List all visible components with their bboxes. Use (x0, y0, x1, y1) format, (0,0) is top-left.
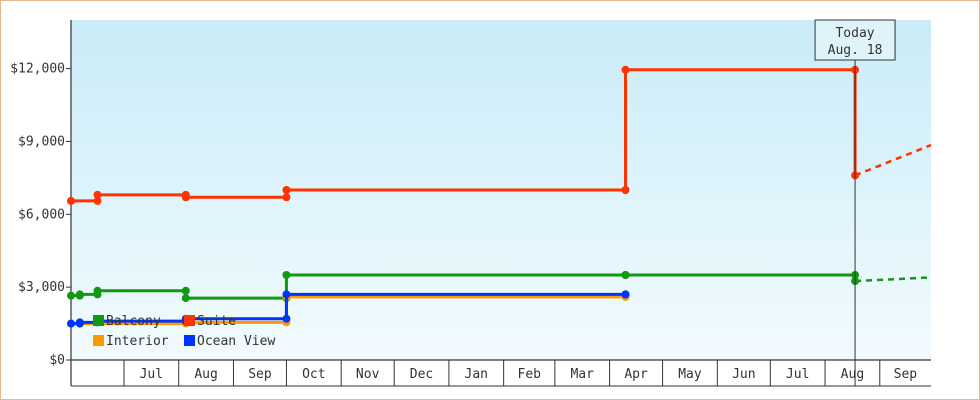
data-point[interactable] (282, 290, 291, 299)
today-label: Today (835, 26, 874, 41)
data-point[interactable] (621, 271, 630, 279)
data-point[interactable] (282, 314, 291, 323)
data-point[interactable] (93, 190, 102, 199)
data-point[interactable] (621, 186, 630, 194)
series-projection (854, 143, 932, 177)
legend-item-balcony: Balcony (93, 314, 161, 329)
data-point[interactable] (282, 271, 291, 279)
data-point[interactable] (93, 196, 102, 205)
x-tick-label: Jul (786, 367, 809, 382)
x-tick-label: Mar (570, 367, 594, 382)
series-layer (67, 65, 932, 328)
x-tick-label: Aug (194, 367, 217, 382)
data-point[interactable] (181, 193, 190, 202)
today-box (814, 19, 896, 61)
data-point[interactable] (67, 291, 75, 300)
series-projection (855, 276, 932, 283)
legend-label: Interior (106, 334, 169, 349)
y-tick-label: $3,000 (18, 280, 65, 295)
x-tick-label: May (678, 367, 702, 382)
data-point[interactable] (621, 290, 630, 299)
data-point[interactable] (282, 186, 291, 194)
x-tick-label: Jan (465, 367, 488, 382)
series-line (71, 295, 626, 326)
y-tick-label: $0 (49, 353, 65, 368)
x-tick-label: Sep (894, 367, 918, 382)
series-suite (67, 65, 932, 205)
x-tick-label: Jul (140, 367, 163, 382)
data-point[interactable] (67, 319, 75, 328)
legend-label: Ocean View (197, 334, 275, 349)
x-tick-label: Aug (841, 367, 864, 382)
legend-swatch (93, 315, 104, 326)
x-tick-label: Apr (624, 367, 648, 382)
legend: Balcony Suite Interior Ocean View (93, 314, 275, 349)
data-point[interactable] (75, 318, 84, 327)
data-point[interactable] (181, 286, 190, 295)
x-tick-label: Sep (248, 367, 272, 382)
data-point[interactable] (93, 286, 102, 295)
x-tick-label: Dec (410, 367, 433, 382)
legend-label: Balcony (106, 314, 161, 329)
y-tick-label: $9,000 (18, 134, 65, 149)
legend-label: Suite (197, 314, 236, 329)
today-marker: Today Aug. 18 (814, 19, 896, 386)
y-tick-label: $12,000 (10, 62, 65, 77)
data-point[interactable] (621, 65, 630, 74)
legend-item-ocean-view: Ocean View (184, 334, 275, 349)
x-tick-label: Feb (518, 367, 542, 382)
legend-item-suite: Suite (184, 314, 236, 329)
x-tick-label: Jun (732, 367, 755, 382)
x-tick-label: Nov (356, 367, 380, 382)
y-tick-label: $6,000 (18, 207, 65, 222)
data-point[interactable] (67, 196, 75, 205)
legend-item-interior: Interior (93, 334, 169, 349)
data-point[interactable] (75, 290, 84, 299)
today-date-label: Aug. 18 (828, 43, 883, 58)
data-point[interactable] (282, 193, 291, 202)
legend-swatch (184, 315, 195, 326)
x-tick-label: Oct (302, 367, 325, 382)
data-point[interactable] (181, 294, 190, 303)
legend-swatch (184, 335, 195, 346)
legend-swatch (93, 335, 104, 346)
